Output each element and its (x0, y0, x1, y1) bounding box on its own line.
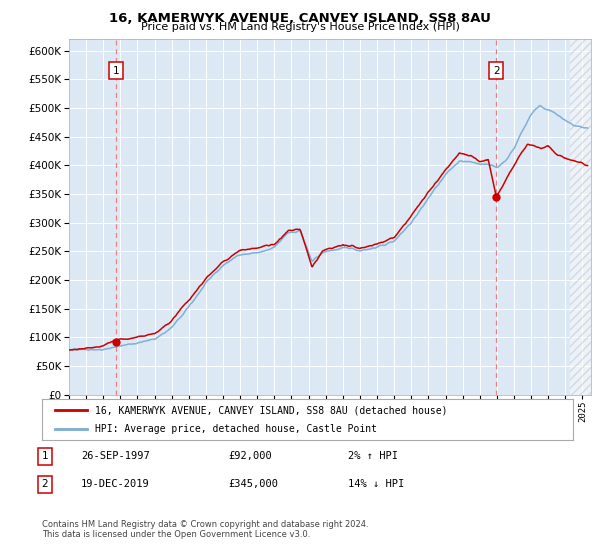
Bar (571, 39, 591, 395)
Text: 2: 2 (41, 479, 49, 489)
Text: £345,000: £345,000 (228, 479, 278, 489)
Text: 16, KAMERWYK AVENUE, CANVEY ISLAND, SS8 8AU: 16, KAMERWYK AVENUE, CANVEY ISLAND, SS8 … (109, 12, 491, 25)
Text: 2: 2 (493, 66, 499, 76)
Text: 19-DEC-2019: 19-DEC-2019 (81, 479, 150, 489)
Text: HPI: Average price, detached house, Castle Point: HPI: Average price, detached house, Cast… (95, 424, 377, 433)
Text: £92,000: £92,000 (228, 451, 272, 461)
Text: 26-SEP-1997: 26-SEP-1997 (81, 451, 150, 461)
Text: 2% ↑ HPI: 2% ↑ HPI (348, 451, 398, 461)
Text: 1: 1 (41, 451, 49, 461)
Text: Contains HM Land Registry data © Crown copyright and database right 2024.
This d: Contains HM Land Registry data © Crown c… (42, 520, 368, 539)
Text: 16, KAMERWYK AVENUE, CANVEY ISLAND, SS8 8AU (detached house): 16, KAMERWYK AVENUE, CANVEY ISLAND, SS8 … (95, 405, 448, 415)
Text: 1: 1 (113, 66, 119, 76)
Text: 14% ↓ HPI: 14% ↓ HPI (348, 479, 404, 489)
Text: Price paid vs. HM Land Registry's House Price Index (HPI): Price paid vs. HM Land Registry's House … (140, 22, 460, 32)
